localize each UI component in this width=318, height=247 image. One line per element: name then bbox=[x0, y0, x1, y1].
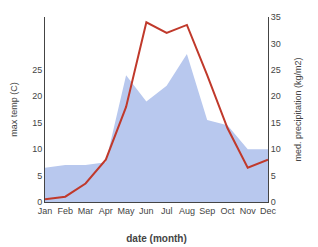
svg-text:Oct: Oct bbox=[220, 206, 235, 216]
svg-text:20: 20 bbox=[32, 91, 42, 101]
svg-text:Apr: Apr bbox=[99, 206, 113, 216]
svg-text:10: 10 bbox=[32, 144, 42, 154]
svg-text:15: 15 bbox=[271, 118, 281, 128]
svg-text:Sep: Sep bbox=[199, 206, 215, 216]
svg-text:25: 25 bbox=[32, 65, 42, 75]
svg-text:May: May bbox=[118, 206, 136, 216]
svg-text:5: 5 bbox=[271, 171, 276, 181]
svg-text:30: 30 bbox=[271, 39, 281, 49]
svg-text:35: 35 bbox=[271, 12, 281, 22]
svg-text:0: 0 bbox=[271, 197, 276, 207]
svg-text:Aug: Aug bbox=[179, 206, 195, 216]
svg-text:15: 15 bbox=[32, 118, 42, 128]
svg-text:Mar: Mar bbox=[78, 206, 94, 216]
svg-text:25: 25 bbox=[271, 65, 281, 75]
svg-text:Feb: Feb bbox=[58, 206, 74, 216]
svg-text:Nov: Nov bbox=[240, 206, 257, 216]
svg-text:Jun: Jun bbox=[139, 206, 154, 216]
svg-text:med. precipitation (kg/m2): med. precipitation (kg/m2) bbox=[293, 57, 303, 161]
svg-text:Jan: Jan bbox=[38, 206, 53, 216]
svg-text:5: 5 bbox=[37, 171, 42, 181]
svg-text:Jul: Jul bbox=[161, 206, 173, 216]
svg-text:date (month): date (month) bbox=[126, 233, 187, 244]
svg-text:Dec: Dec bbox=[260, 206, 277, 216]
svg-text:max temp (C): max temp (C) bbox=[9, 82, 19, 137]
svg-text:20: 20 bbox=[271, 91, 281, 101]
svg-text:0: 0 bbox=[37, 197, 42, 207]
svg-text:10: 10 bbox=[271, 144, 281, 154]
